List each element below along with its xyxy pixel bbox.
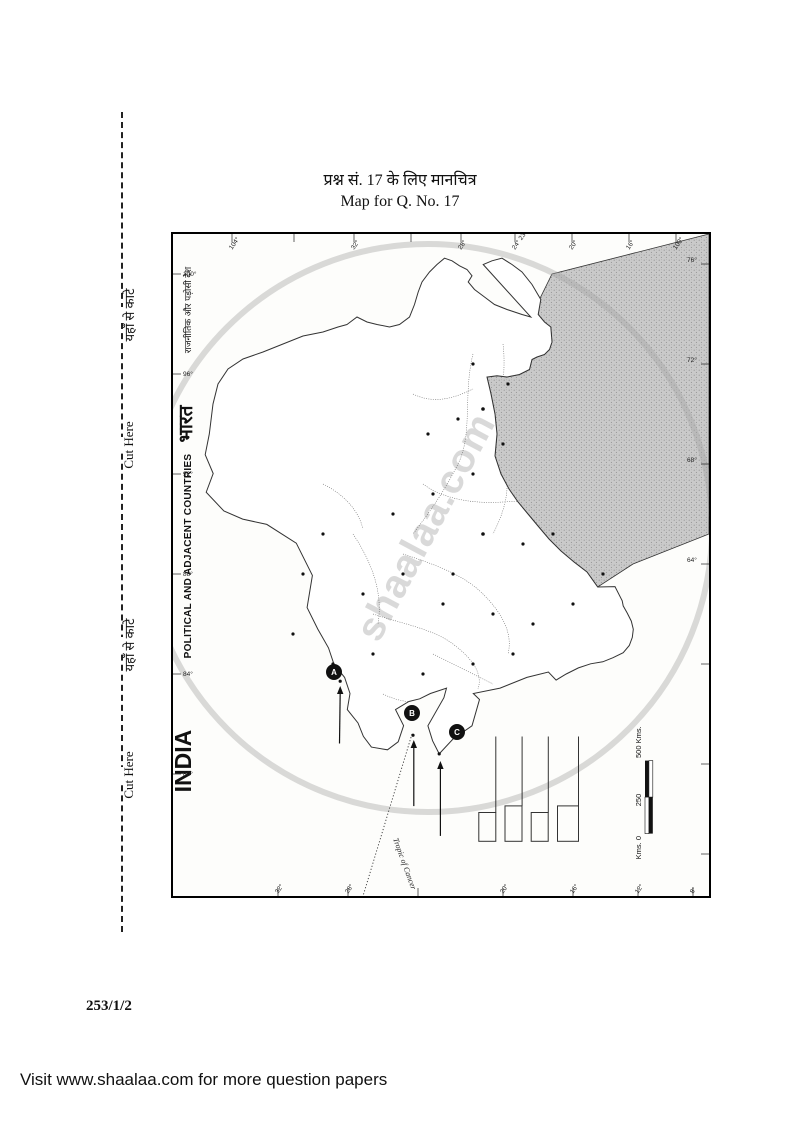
svg-text:76°: 76° (687, 256, 697, 264)
svg-text:24° 23½°: 24° 23½° (510, 234, 532, 251)
svg-text:64°: 64° (687, 556, 697, 564)
svg-text:Tropic of Cancer: Tropic of Cancer (391, 837, 418, 892)
svg-text:20°: 20° (498, 882, 510, 895)
svg-text:250: 250 (634, 794, 643, 807)
svg-text:88°: 88° (183, 570, 193, 578)
svg-text:500 Kms.: 500 Kms. (634, 726, 643, 758)
svg-text:POLITICAL AND ADJACENT COUNTRI: POLITICAL AND ADJACENT COUNTRIES (183, 454, 194, 659)
svg-text:32°: 32° (273, 882, 285, 895)
svg-text:16°: 16° (624, 238, 636, 251)
svg-text:राजनीतिक और पड़ोसी देश: राजनीतिक और पड़ोसी देश (182, 266, 193, 353)
svg-text:72°: 72° (687, 356, 697, 364)
svg-text:A: A (331, 668, 337, 677)
svg-text:INDIA: INDIA (173, 730, 196, 793)
svg-text:12°: 12° (633, 882, 645, 895)
svg-text:84°: 84° (183, 670, 193, 678)
svg-text:104°: 104° (227, 235, 241, 251)
svg-text:96°: 96° (183, 370, 193, 378)
svg-text:भारत: भारत (176, 404, 197, 442)
svg-text:100°: 100° (183, 270, 197, 278)
svg-text:68°: 68° (687, 456, 697, 464)
svg-text:92°: 92° (183, 470, 193, 478)
svg-text:80°: 80° (183, 770, 193, 778)
svg-text:C: C (454, 728, 460, 737)
svg-text:B: B (409, 709, 415, 718)
svg-text:20°: 20° (567, 238, 579, 251)
svg-text:16°: 16° (568, 882, 580, 895)
svg-text:Kms. 0: Kms. 0 (634, 836, 643, 859)
svg-text:32°: 32° (349, 238, 361, 251)
svg-text:28°: 28° (343, 882, 355, 895)
svg-text:8°: 8° (688, 885, 698, 895)
